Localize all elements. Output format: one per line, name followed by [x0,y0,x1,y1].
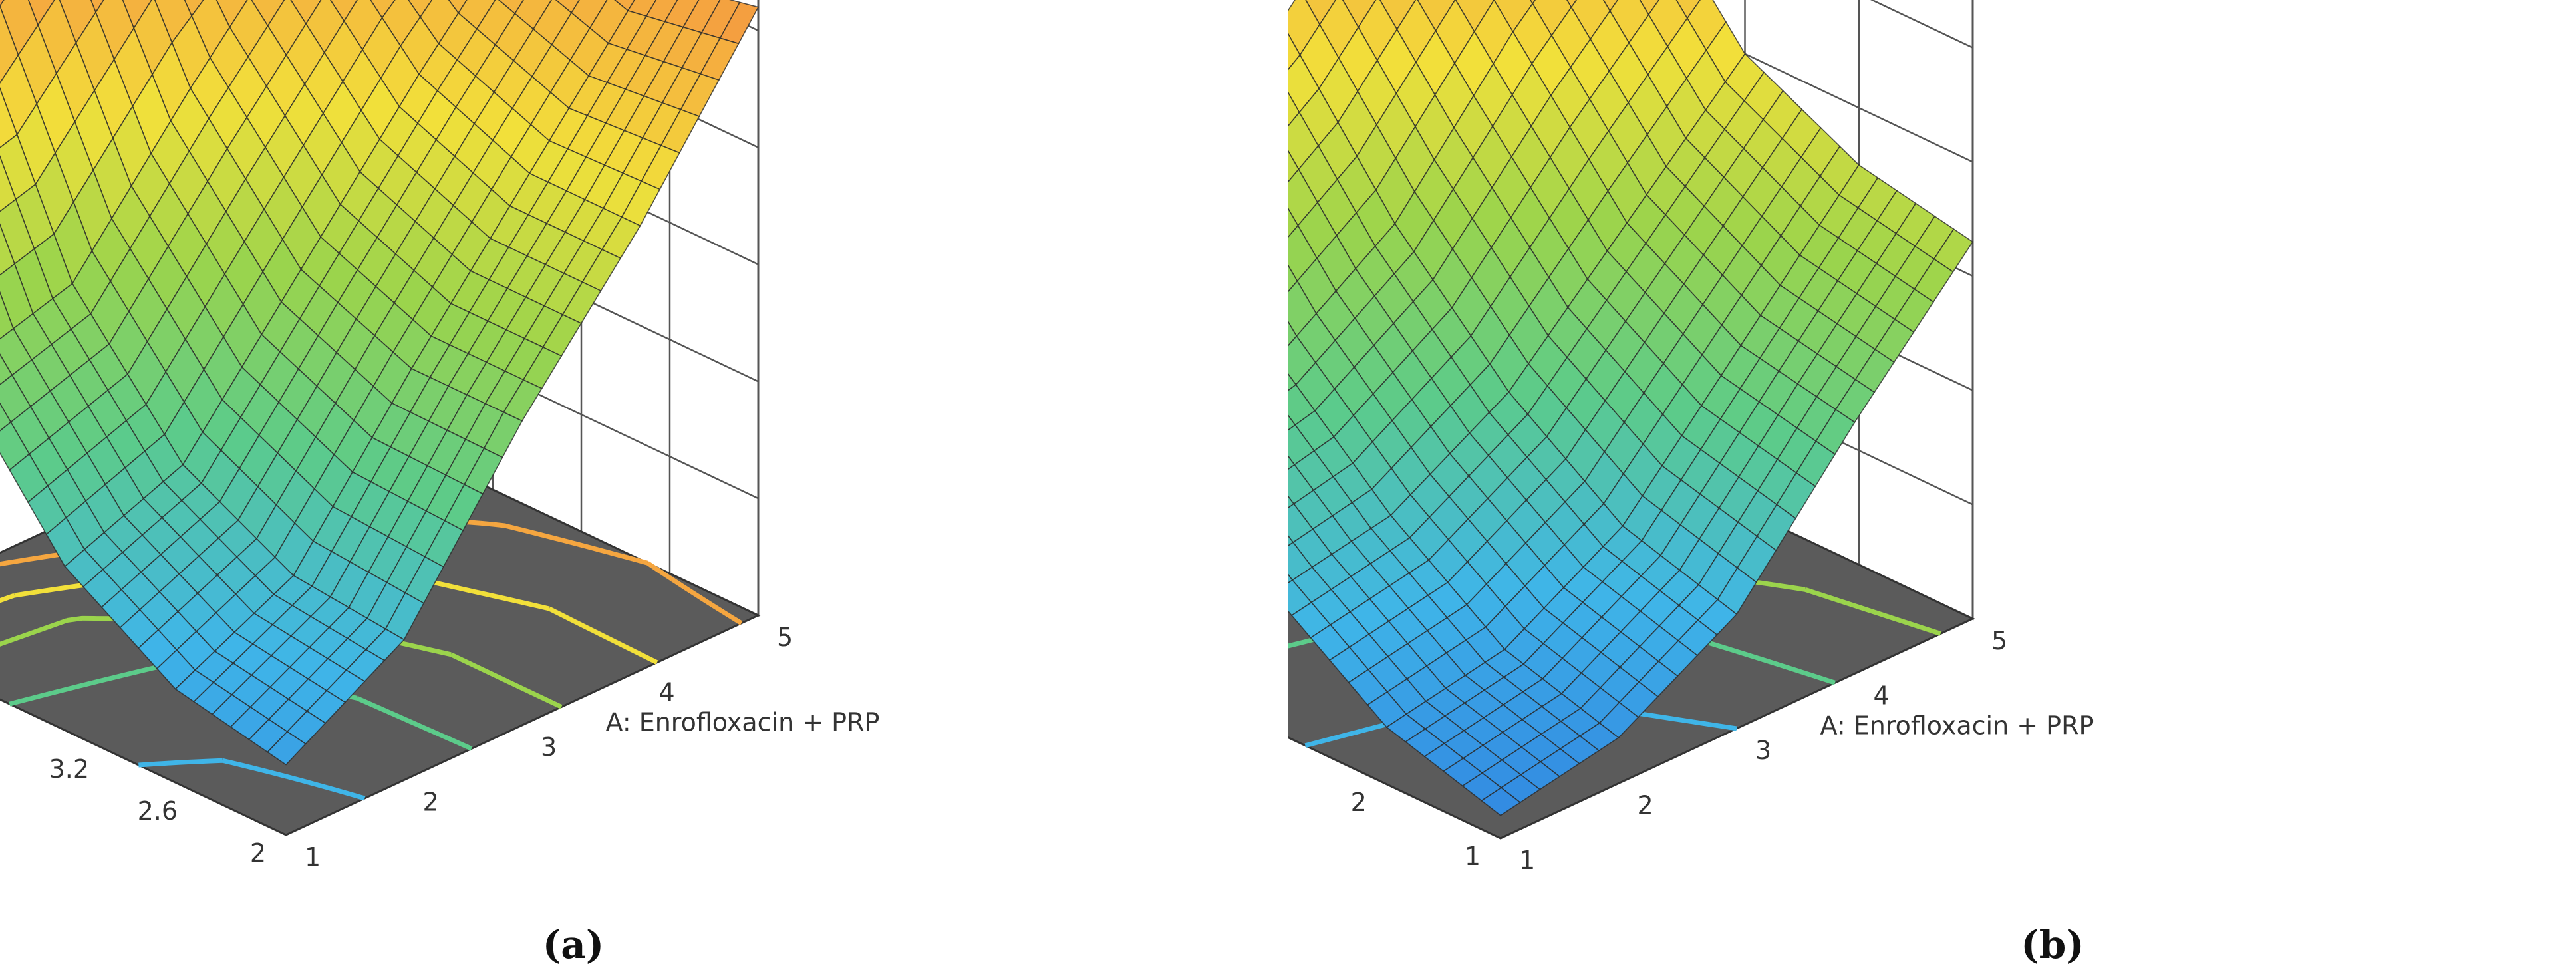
x-tick-label: 5 [777,623,793,652]
surface-cell [267,731,307,766]
y-tick-label: 2 [1351,788,1367,817]
surface-cell [370,0,396,19]
chart-panel-a: 0.70.80.911.11.21234522.63.23.84.45A: En… [0,0,879,967]
wall-gridline-z [1288,0,1973,163]
surface-cell [1602,0,1619,12]
surface-plot-b: 0.70.80.911.11.21234512345A: Enrofloxaci… [1288,0,2094,967]
x-axis-title: A: Enrofloxacin + PRP [606,708,880,737]
x-tick-label: 1 [305,842,321,872]
plot-body: 0.70.80.911.11.21234512345A: Enrofloxaci… [1288,0,2094,875]
surface-cell [1288,573,1294,584]
x-tick-label: 1 [1519,846,1535,875]
x-tick-label: 2 [423,788,439,817]
panel-label-a: (a) [543,922,604,967]
surface-cell [448,0,468,14]
x-axis-title: A: Enrofloxacin + PRP [1820,711,2094,740]
surface-cell [1288,494,1295,509]
surface-cell [1288,534,1294,547]
x-tick-label: 3 [541,733,557,762]
x-tick-label: 4 [659,678,675,707]
y-tick-label: 3.8 [0,713,1,742]
y-tick-label: 2 [250,838,266,868]
panel-label-b: (b) [2021,922,2084,967]
x-tick-label: 3 [1755,736,1771,765]
surface-plot-a: 0.70.80.911.11.21234522.63.23.84.45A: En… [0,0,879,967]
surface-cell [408,0,433,18]
response-surface [0,0,760,766]
y-tick-label: 3.2 [49,754,89,784]
chart-panel-b: 0.70.80.911.11.21234512345A: Enrofloxaci… [1288,0,2575,980]
surface-cell [1481,787,1521,816]
x-tick-label: 2 [1638,791,1653,820]
contour-line [138,758,366,801]
surface-cell [184,0,204,17]
y-tick-label: 1 [1465,842,1481,871]
response-surface [1288,0,1974,816]
surface-cell [1675,0,1701,19]
surface-cell [90,0,104,14]
surface-cell [1639,0,1659,16]
surface-cell [1566,0,1578,9]
x-tick-label: 4 [1874,681,1890,711]
x-tick-label: 5 [1991,626,2007,655]
plot-body: 0.70.80.911.11.21234522.63.23.84.45A: En… [0,0,879,872]
y-tick-label: 2.6 [138,796,178,826]
